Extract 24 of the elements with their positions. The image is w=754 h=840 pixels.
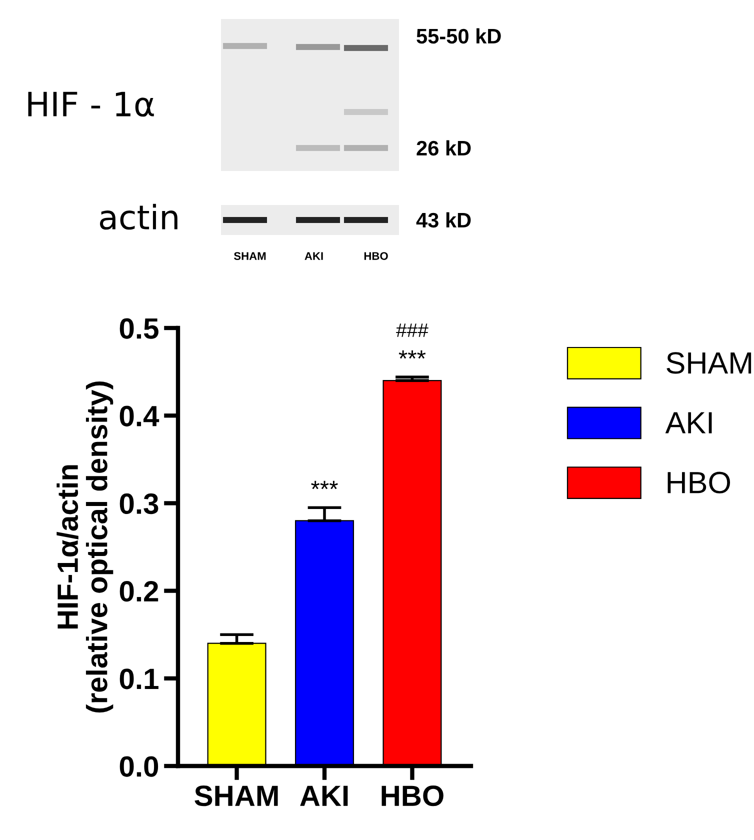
text: 55-50 kD xyxy=(416,28,501,44)
y-axis-title: HIF-1α/actin (relative optical density) xyxy=(56,381,114,712)
y-tick-label: 0.2 xyxy=(120,581,158,602)
y-tick-label: 0.4 xyxy=(120,406,160,426)
annotation: *** xyxy=(311,480,338,490)
legend-label: HBO xyxy=(668,472,730,494)
text: HBO xyxy=(364,252,388,260)
legend-label: AKI xyxy=(665,412,712,434)
text: SHAM xyxy=(234,252,266,260)
text: 43 kD xyxy=(416,212,471,228)
annotation: ### xyxy=(396,324,428,337)
y-tick-label: 0.5 xyxy=(120,318,158,339)
text: HIF - 1α xyxy=(28,92,154,117)
text: actin xyxy=(100,204,178,230)
text: AKI xyxy=(304,252,323,260)
text: 26 kD xyxy=(416,140,471,156)
y-tick-label: 0.1 xyxy=(120,668,158,690)
x-tick-label: AKI xyxy=(300,786,348,806)
y-tick-label: 0.3 xyxy=(120,493,158,514)
y-tick-label: 0.0 xyxy=(120,756,158,777)
legend-label: SHAM xyxy=(666,352,752,374)
annotation: *** xyxy=(398,350,426,359)
x-tick-label: HBO xyxy=(382,786,444,806)
x-tick-label: SHAM xyxy=(194,786,278,806)
